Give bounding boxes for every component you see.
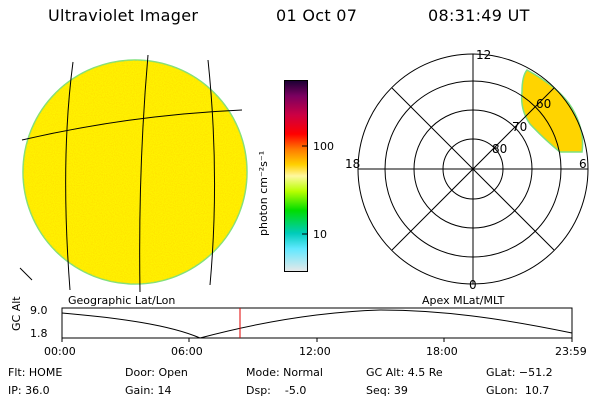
glon-status: GLon: 10.7 — [486, 384, 550, 397]
mlat-label-70: 70 — [512, 120, 528, 134]
mlt-label-6: 6 — [579, 157, 587, 171]
time-label-0000: 00:00 — [44, 345, 76, 358]
date-label: 01 Oct 07 — [276, 6, 358, 25]
altitude-curve — [61, 309, 573, 339]
colorbar-tick-10: 10 — [313, 228, 327, 241]
mode-status: Mode: Normal — [246, 366, 323, 379]
apex-panel-label: Apex MLat/MLT — [422, 294, 505, 307]
mlat-label-60: 60 — [536, 97, 552, 111]
gc-alt-status: GC Alt: 4.5 Re — [366, 366, 443, 379]
time-label-1200: 12:00 — [299, 345, 331, 358]
altitude-plot-frame — [61, 307, 573, 339]
time-label: 08:31:49 UT — [428, 6, 530, 25]
mlt-label-12: 12 — [476, 48, 492, 62]
instrument-title: Ultraviolet Imager — [48, 6, 199, 25]
mlt-label-0: 0 — [469, 278, 477, 292]
intensity-colorbar — [284, 80, 308, 272]
dsp-status: Dsp: -5.0 — [246, 384, 307, 397]
time-label-0600: 06:00 — [171, 345, 203, 358]
colorbar-tick-100: 100 — [313, 140, 334, 153]
lat-lon-grid — [19, 54, 243, 293]
auroral-oval — [520, 69, 584, 153]
sequence-status: Seq: 39 — [366, 384, 408, 397]
altitude-ylabel: GC Alt — [10, 296, 23, 331]
gain-status: Gain: 14 — [125, 384, 172, 397]
time-label-1800: 18:00 — [426, 345, 458, 358]
glat-status: GLat: −51.2 — [486, 366, 553, 379]
geo-panel-label: Geographic Lat/Lon — [68, 294, 176, 307]
mlt-label-18: 18 — [345, 157, 361, 171]
door-status: Door: Open — [125, 366, 188, 379]
time-label-2359: 23:59 — [555, 345, 587, 358]
flight-status: Flt: HOME — [8, 366, 63, 379]
altitude-ymax: 9.0 — [30, 304, 48, 317]
mlat-label-80: 80 — [492, 142, 508, 156]
altitude-ymin: 1.8 — [30, 327, 48, 340]
ip-status: IP: 36.0 — [8, 384, 50, 397]
